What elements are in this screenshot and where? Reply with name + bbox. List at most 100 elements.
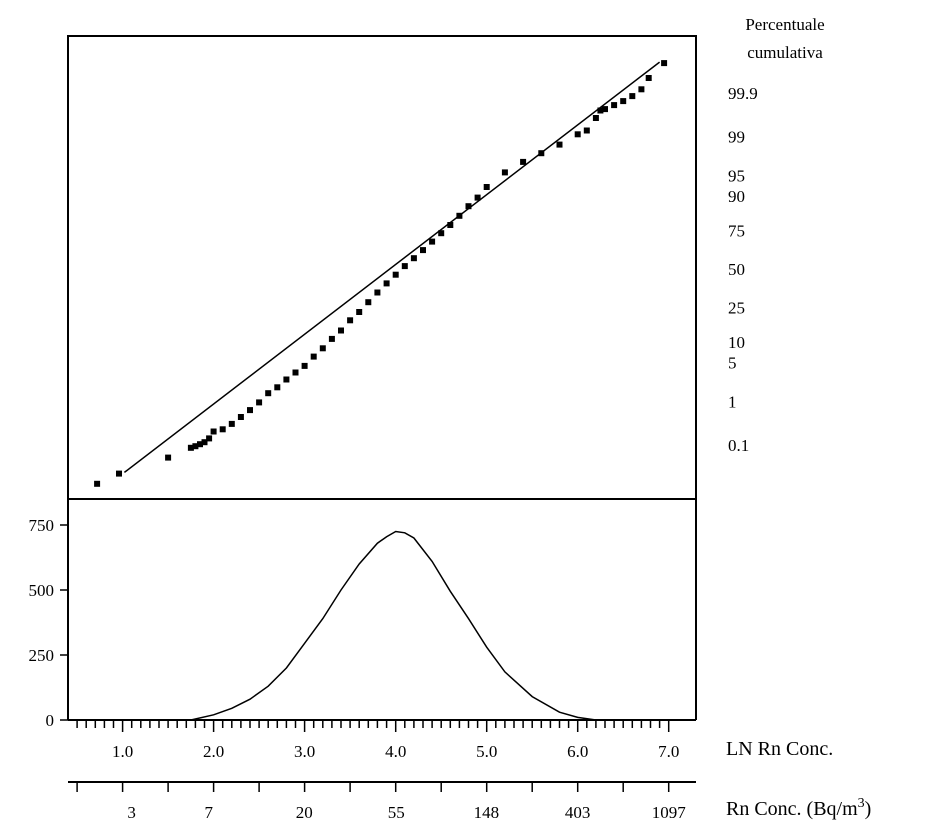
concentration-axis-label-superscript: 3 [858,796,865,811]
data-point [237,414,244,420]
data-point [283,376,290,383]
data-point [602,106,608,113]
data-point [197,441,203,448]
cumulative-percent-label: 1 [728,393,737,412]
data-point [597,107,604,114]
ln-tick-label: 4.0 [385,742,406,761]
concentration-tick-label: 7 [204,803,213,822]
concentration-tick-label: 55 [388,803,405,822]
ln-tick-label: 3.0 [294,742,315,761]
data-point [538,150,545,157]
frequency-tick-label: 500 [29,581,55,600]
data-point [620,98,627,105]
concentration-tick-label: 403 [565,803,591,822]
data-point [401,263,408,270]
right-axis-title-line1: Percentuale [745,15,824,34]
data-point [556,141,563,148]
ln-axis-label: LN Rn Conc. [726,738,833,760]
concentration-axis-label: Rn Conc. (Bq/m3) [726,796,871,820]
cumulative-percent-label: 95 [728,166,745,185]
ln-axis-ticks: 1.0 2.0 3.0 4.0 5.0 6.0 7.0 [76,720,679,761]
cumulative-percent-label: 75 [728,222,745,241]
data-point [392,271,399,278]
ln-tick-label: 2.0 [203,742,224,761]
data-point [574,131,581,138]
data-point [228,420,235,427]
data-point [347,317,354,324]
cumulative-percent-label: 50 [728,260,745,279]
data-point [338,327,344,334]
data-point [374,289,381,296]
data-point [247,407,253,414]
data-point [210,428,217,435]
cumulative-percent-label: 90 [728,187,745,206]
ln-tick-label: 6.0 [567,742,588,761]
data-point [474,194,481,201]
data-point [256,399,263,406]
data-point [274,384,281,391]
data-point [611,102,618,109]
data-point [410,255,417,262]
data-point [94,480,101,487]
data-point [116,470,122,477]
data-point [501,169,508,176]
ln-tick-label: 5.0 [476,742,497,761]
cumulative-percent-ticks: 99.9 99 95 90 75 50 25 10 5 1 0.1 [728,84,758,455]
reference-line [123,61,661,473]
cumulative-percent-label: 10 [728,333,745,352]
ln-tick-label: 1.0 [112,742,133,761]
frequency-axis-ticks: 0 250 500 750 [29,516,68,730]
data-point [328,335,335,342]
data-point [165,454,172,461]
frequency-tick-label: 750 [29,516,55,535]
data-point [583,127,590,134]
concentration-tick-label: 148 [474,803,500,822]
data-point [192,443,199,450]
data-point [661,60,668,67]
data-point [365,299,372,306]
data-point [465,203,472,210]
data-point [383,280,390,287]
data-point [420,247,426,254]
probability-plot-panel: 99.9 99 95 90 75 50 25 10 5 1 0.1 Percentuale cumu… [67,15,825,500]
data-point [456,212,463,219]
cumulative-percent-label: 99.9 [728,84,758,103]
cumulative-percent-label: 0.1 [728,436,749,455]
concentration-tick-label: 3 [127,803,136,822]
right-axis-title-line2: cumulativa [747,43,823,62]
data-point [265,390,272,397]
distribution-panel: 0 250 500 750 [29,499,697,730]
data-point [187,444,194,451]
data-point [520,158,527,165]
data-point [429,238,436,245]
probability-plot-frame [67,35,697,500]
data-point [219,426,226,433]
data-point [319,345,326,352]
concentration-tick-label: 20 [296,803,313,822]
data-point [438,230,445,237]
data-point [447,222,454,228]
data-point [592,115,599,121]
data-point [292,369,299,376]
data-point [201,439,208,446]
frequency-tick-label: 250 [29,646,55,665]
data-point [206,435,213,442]
frequency-tick-label: 0 [46,711,55,730]
concentration-axis-ticks: 3 7 20 55 148 403 1097 [76,782,687,822]
distribution-curve [190,530,597,721]
data-point [483,184,490,190]
data-point [629,93,636,100]
ln-tick-label: 7.0 [658,742,679,761]
ln-axis: 1.0 2.0 3.0 4.0 5.0 6.0 7.0 LN Rn Conc. [76,720,833,761]
cumulative-percent-label: 25 [728,298,745,317]
data-point [301,362,308,369]
cumulative-percent-label: 5 [728,354,737,373]
data-point [356,309,363,315]
data-point [645,75,652,81]
data-point [638,86,645,93]
data-point [310,353,317,360]
concentration-tick-label: 1097 [652,803,687,822]
probability-points [94,60,668,487]
cumulative-percent-label: 99 [728,128,745,147]
